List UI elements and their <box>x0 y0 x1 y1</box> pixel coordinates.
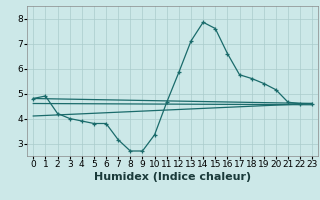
X-axis label: Humidex (Indice chaleur): Humidex (Indice chaleur) <box>94 172 252 182</box>
